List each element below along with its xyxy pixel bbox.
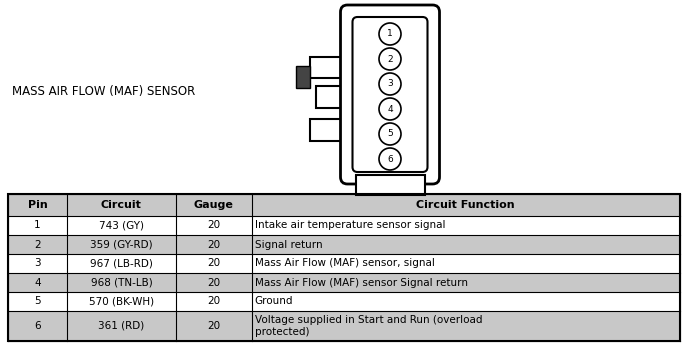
Text: Intake air temperature sensor signal: Intake air temperature sensor signal: [255, 220, 445, 231]
Text: 570 (BK-WH): 570 (BK-WH): [89, 296, 154, 307]
Bar: [296, 67, 310, 88]
Text: 1: 1: [387, 30, 393, 38]
Bar: [356, 175, 424, 195]
Circle shape: [379, 148, 401, 170]
Text: 743 (GY): 743 (GY): [99, 220, 144, 231]
Text: 3: 3: [387, 80, 393, 88]
Bar: [8, 311, 680, 341]
Bar: [310, 119, 350, 141]
Text: 20: 20: [207, 277, 220, 288]
Bar: [8, 194, 680, 216]
Circle shape: [379, 123, 401, 145]
Bar: [8, 292, 680, 311]
Bar: [8, 273, 680, 292]
Circle shape: [379, 73, 401, 95]
Text: 20: 20: [207, 296, 220, 307]
Text: 1: 1: [34, 220, 41, 231]
FancyBboxPatch shape: [341, 5, 440, 184]
Text: 5: 5: [387, 130, 393, 138]
Circle shape: [379, 48, 401, 70]
Text: 20: 20: [207, 220, 220, 231]
Text: 4: 4: [34, 277, 41, 288]
Text: 4: 4: [387, 105, 393, 113]
Bar: [8, 254, 680, 273]
Text: 361 (RD): 361 (RD): [98, 321, 144, 331]
Bar: [8, 235, 680, 254]
Text: Circuit Function: Circuit Function: [416, 200, 515, 210]
Text: Mass Air Flow (MAF) sensor Signal return: Mass Air Flow (MAF) sensor Signal return: [255, 277, 468, 288]
Bar: [316, 86, 350, 108]
Text: Pin: Pin: [28, 200, 47, 210]
Text: Voltage supplied in Start and Run (overload
protected): Voltage supplied in Start and Run (overl…: [255, 315, 482, 337]
Text: Circuit: Circuit: [101, 200, 142, 210]
Circle shape: [379, 98, 401, 120]
Text: 2: 2: [34, 239, 41, 250]
Text: 20: 20: [207, 258, 220, 269]
Text: 20: 20: [207, 321, 220, 331]
Text: 20: 20: [207, 239, 220, 250]
Text: 2: 2: [387, 55, 393, 63]
Text: 359 (GY-RD): 359 (GY-RD): [90, 239, 153, 250]
FancyBboxPatch shape: [352, 17, 427, 172]
Bar: [8, 216, 680, 235]
Text: 3: 3: [34, 258, 41, 269]
Text: Ground: Ground: [255, 296, 293, 307]
Bar: [310, 57, 350, 78]
Bar: [8, 194, 680, 341]
Text: 967 (LB-RD): 967 (LB-RD): [90, 258, 153, 269]
Text: MASS AIR FLOW (MAF) SENSOR: MASS AIR FLOW (MAF) SENSOR: [12, 86, 195, 99]
Text: Mass Air Flow (MAF) sensor, signal: Mass Air Flow (MAF) sensor, signal: [255, 258, 435, 269]
Circle shape: [379, 23, 401, 45]
Text: Signal return: Signal return: [255, 239, 322, 250]
Text: Gauge: Gauge: [194, 200, 234, 210]
Text: 6: 6: [387, 155, 393, 163]
Text: 5: 5: [34, 296, 41, 307]
Text: 968 (TN-LB): 968 (TN-LB): [91, 277, 152, 288]
Text: 6: 6: [34, 321, 41, 331]
